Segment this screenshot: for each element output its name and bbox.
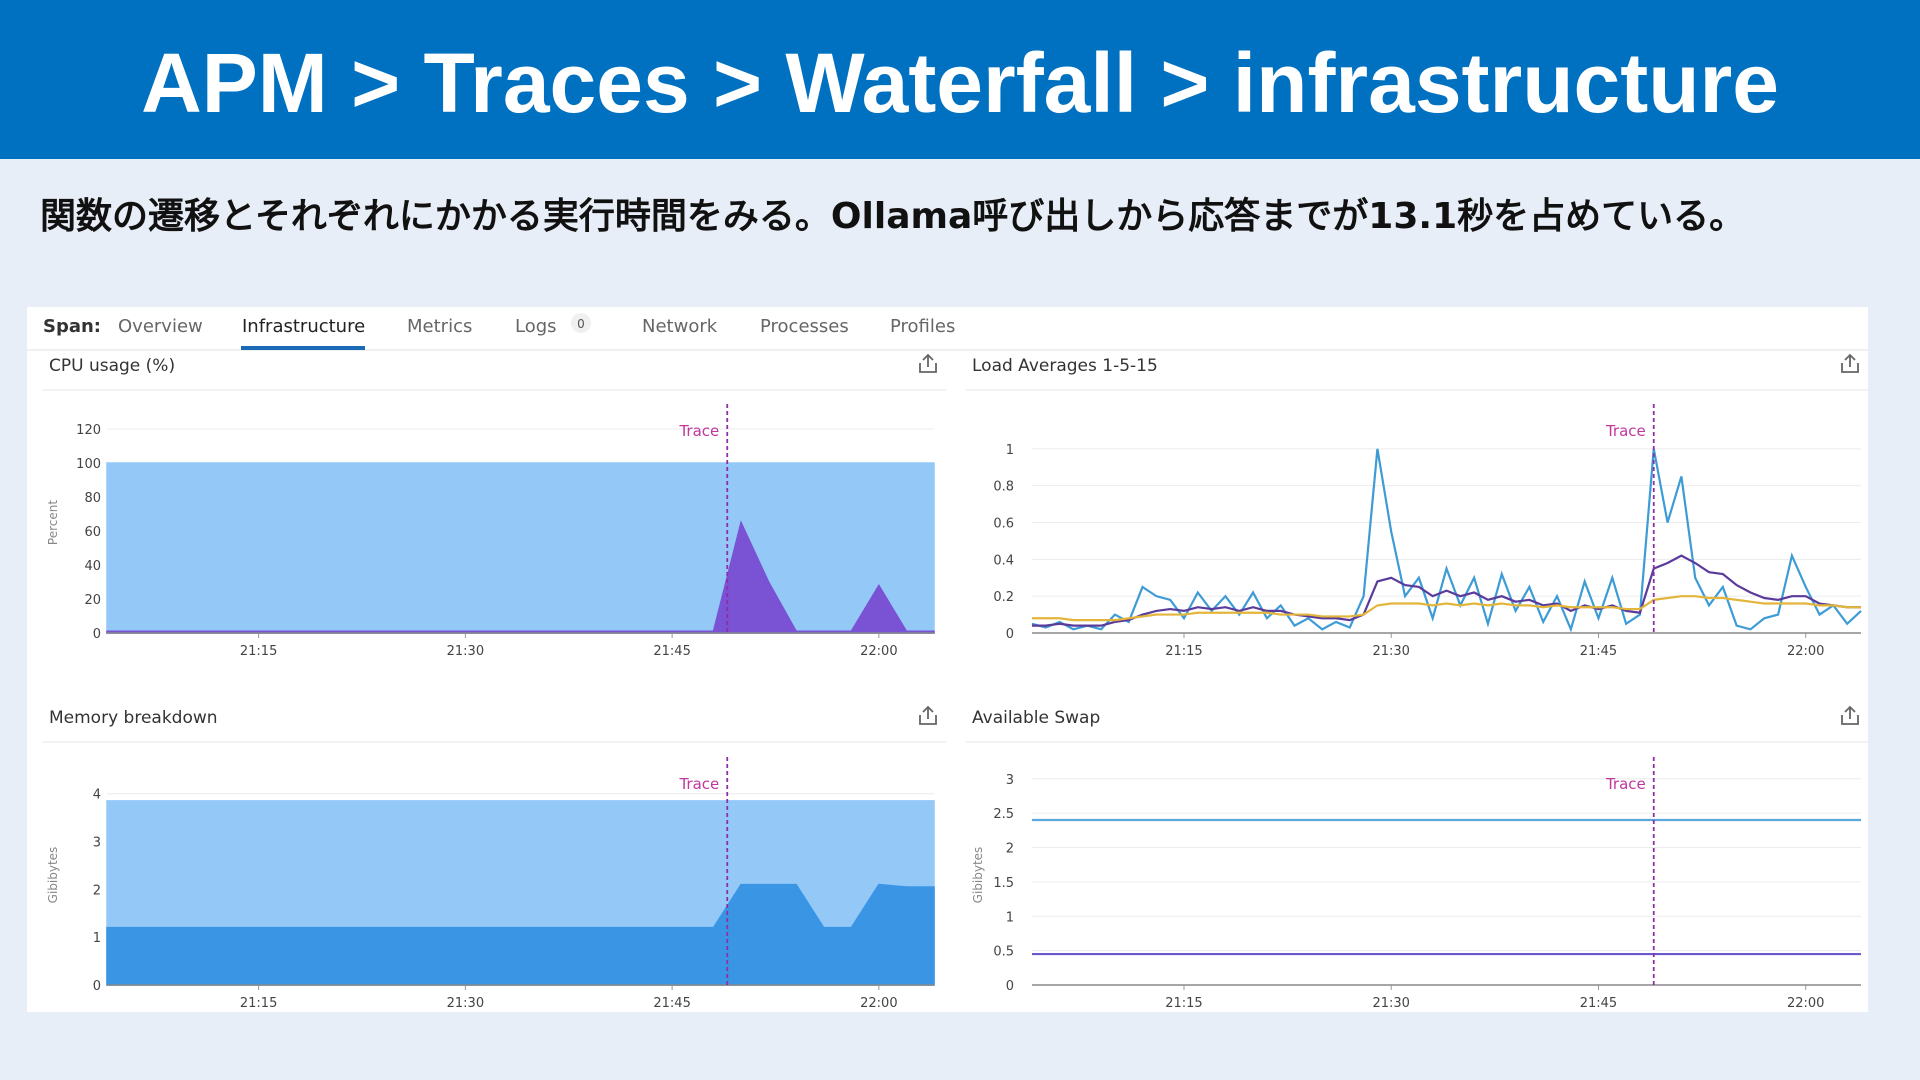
y-tick-label: 2 xyxy=(93,883,101,898)
x-tick-label: 21:45 xyxy=(653,996,690,1011)
badge-bg xyxy=(571,313,591,333)
trace-label: Trace xyxy=(678,422,719,440)
export-icon[interactable] xyxy=(1841,705,1859,725)
line xyxy=(1032,554,1861,627)
line xyxy=(1032,595,1861,622)
line xyxy=(1031,448,1862,633)
y-tick-label: 100 xyxy=(76,457,101,472)
tab[interactable]: Logs xyxy=(515,316,557,337)
tab-underline xyxy=(241,346,365,350)
export-icon[interactable] xyxy=(919,353,937,373)
tab[interactable]: Metrics xyxy=(407,316,472,337)
tab[interactable]: Overview xyxy=(118,316,203,337)
header-title: APM > Traces > Waterfall > infrastructur… xyxy=(141,36,1779,130)
x-tick-label: 22:00 xyxy=(860,996,897,1011)
area xyxy=(106,462,935,634)
panel-title: Load Averages 1-5-15 xyxy=(972,356,1158,376)
panel-title: Memory breakdown xyxy=(49,708,218,728)
y-tick-label: 3 xyxy=(93,836,101,851)
tab[interactable]: Profiles xyxy=(890,316,955,337)
x-tick-label: 21:15 xyxy=(240,644,277,659)
x-tick-label: 22:00 xyxy=(860,644,897,659)
y-tick-label: 20 xyxy=(84,593,101,608)
y-tick-label: 1 xyxy=(93,931,101,946)
x-tick-label: 21:45 xyxy=(1580,644,1617,659)
x-tick-label: 21:30 xyxy=(447,644,484,659)
y-tick-label: 2 xyxy=(1006,842,1014,857)
area xyxy=(106,520,935,634)
panel-title: Available Swap xyxy=(972,708,1100,728)
y-tick-label: 0.6 xyxy=(993,517,1014,532)
tab-label: Span: xyxy=(43,316,101,337)
y-tick-label: 2.5 xyxy=(993,807,1014,822)
panel-title: CPU usage (%) xyxy=(49,356,175,376)
x-tick-label: 21:15 xyxy=(240,996,277,1011)
y-tick-label: 0.2 xyxy=(993,590,1014,605)
y-tick-label: 60 xyxy=(84,525,101,540)
y-tick-label: 0 xyxy=(1006,627,1014,642)
y-tick-label: 80 xyxy=(84,491,101,506)
header-bar xyxy=(0,0,1920,159)
description: 関数の遷移とそれぞれにかかる実行時間をみる。Ollama呼び出しから応答までが1… xyxy=(40,195,1745,237)
y-tick-label: 3 xyxy=(1006,773,1014,788)
y-tick-label: 1 xyxy=(1006,910,1014,925)
y-tick-label: 0 xyxy=(1006,979,1014,994)
x-tick-label: 21:30 xyxy=(447,996,484,1011)
x-tick-label: 21:45 xyxy=(1580,996,1617,1011)
trace-label: Trace xyxy=(1605,422,1646,440)
x-tick-label: 22:00 xyxy=(1787,996,1824,1011)
x-tick-label: 22:00 xyxy=(1787,644,1824,659)
logs-badge: 0 xyxy=(577,317,585,331)
y-tick-label: 0.4 xyxy=(993,553,1014,568)
y-axis-label: Gibibytes xyxy=(971,847,985,904)
trace-label: Trace xyxy=(678,775,719,793)
y-tick-label: 0 xyxy=(93,627,101,642)
y-tick-label: 0.8 xyxy=(993,480,1014,495)
tab[interactable]: Processes xyxy=(760,316,849,337)
tab[interactable]: Network xyxy=(642,316,718,337)
y-tick-label: 1 xyxy=(1006,443,1014,458)
export-icon[interactable] xyxy=(1841,353,1859,373)
y-tick-label: 120 xyxy=(76,423,101,438)
y-axis-label: Percent xyxy=(46,500,60,545)
trace-label: Trace xyxy=(1605,775,1646,793)
y-axis-label: Gibibytes xyxy=(46,847,60,904)
tab[interactable]: Infrastructure xyxy=(242,316,365,337)
x-tick-label: 21:15 xyxy=(1165,996,1202,1011)
y-tick-label: 40 xyxy=(84,559,101,574)
x-tick-label: 21:15 xyxy=(1165,644,1202,659)
y-tick-label: 0.5 xyxy=(993,945,1014,960)
export-icon[interactable] xyxy=(919,705,937,725)
y-tick-label: 1.5 xyxy=(993,876,1014,891)
x-tick-label: 21:30 xyxy=(1372,996,1409,1011)
x-tick-label: 21:30 xyxy=(1372,644,1409,659)
y-tick-label: 4 xyxy=(93,788,101,803)
y-tick-label: 0 xyxy=(93,979,101,994)
x-tick-label: 21:45 xyxy=(653,644,690,659)
area xyxy=(106,883,935,986)
